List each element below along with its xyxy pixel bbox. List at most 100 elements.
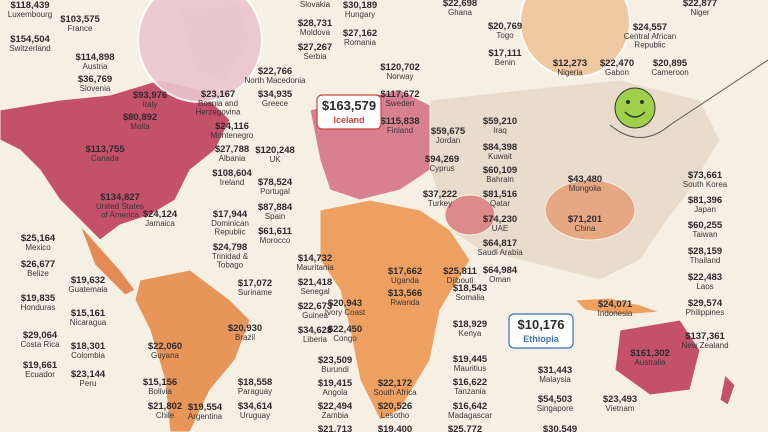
country-name: Nigeria [557,68,583,77]
country-name: Mauritania [296,263,334,272]
country-name: Switzerland [9,44,50,53]
country-value: $23,493 [603,394,637,405]
hand-outline [609,59,768,138]
country-name: Ethiopia [523,334,559,344]
country-name: Central African [624,32,676,41]
country-name: Trinidad & [212,252,249,261]
country-value: $18,301 [71,341,106,352]
asia [429,79,721,281]
country-value: $19,415 [318,378,353,389]
country-value: $37,222 [423,189,457,200]
country-value: $80,892 [123,112,157,123]
country-value: $34,628 [298,325,332,336]
country-name: Australia [634,358,666,367]
country-value: $13,566 [388,288,422,299]
country-name: Canada [91,154,120,163]
country-name: Kenya [459,329,482,338]
country-value: $73,661 [688,170,723,181]
smiley [609,59,768,138]
country-name: Dominican [211,219,249,228]
country-name: Turkey [428,199,452,208]
country-value: $84,398 [483,142,517,153]
country-name: Portugal [260,187,290,196]
country-value: $10,176 [518,317,565,332]
country-name: Thailand [690,256,721,265]
country-value: $19,554 [188,402,223,413]
country-name: Mexico [25,243,51,252]
country-name: Iceland [333,115,364,125]
country-value: $120,248 [255,145,295,156]
country-name: Mongolia [569,184,602,193]
country-value: $25,811 [443,266,478,277]
south-america [134,269,251,432]
country-name: Ireland [220,178,244,187]
country-name: Moldova [300,28,331,37]
africa-inset [519,0,631,78]
country-name: Saudi Arabia [477,248,523,257]
country-name: Uruguay [240,411,270,420]
country-value: $154,504 [10,34,50,45]
country-value: $22,470 [600,58,634,69]
country-value: $24,071 [598,299,633,310]
indonesia [573,297,661,316]
country-name: Congo [333,334,357,343]
country-name: Spain [265,212,285,221]
country-value: $30,189 [343,0,377,11]
country-value: $64,817 [483,238,517,249]
australia [614,319,701,396]
country-value: $17,072 [238,278,272,289]
country-value: $114,898 [75,52,114,63]
country-name: Lesotho [381,411,410,420]
country-value: $20,526 [378,401,412,412]
country-value: $59,675 [431,126,466,137]
country-name: Cyprus [429,164,454,173]
country-name: Somalia [456,293,485,302]
country-name: South Korea [683,180,728,189]
country-name: United States [96,202,144,211]
country-value: $27,788 [215,144,249,155]
country-name: Nicaragua [70,318,107,327]
country-name: Austria [83,62,108,71]
country-value: $31,443 [538,365,572,376]
country-value: $43,480 [568,174,602,185]
country-name: Luxembourg [8,10,52,19]
country-name: Honduras [21,303,56,312]
country-name: Togo [496,31,514,40]
country-value: $23,144 [71,369,106,380]
country-value: $19,400 [378,424,412,432]
country-value: $113,755 [85,144,125,155]
country-name: Finland [387,126,413,135]
country-name: Slovenia [80,84,111,93]
highlight-box [508,313,574,349]
country-value: $23,167 [201,89,235,100]
country-name: Republic [214,228,245,237]
country-value: $21,713 [318,424,352,432]
country-value: $26,677 [21,259,55,270]
country-value: $23,509 [318,355,352,366]
country-value: $25,164 [21,233,56,244]
country-name: Burundi [321,365,349,374]
country-name: Slovakia [300,0,331,9]
country-name: Montenegro [211,131,254,140]
country-name: Tobago [217,261,244,270]
country-name: Mauritius [454,364,486,373]
country-value: $19,445 [453,354,488,365]
country-name: Iraq [493,126,507,135]
highlight-box [316,94,382,130]
country-value: $18,929 [453,319,487,330]
country-name: Malta [130,122,150,131]
country-name: Romania [344,38,377,47]
smiley-eye [626,100,630,104]
country-name: Ghana [448,8,473,17]
country-value: $17,944 [213,209,248,220]
country-name: Madagascar [448,411,492,420]
country-value: $61,611 [258,226,293,237]
country-value: $81,516 [483,189,517,200]
country-value: $137,361 [685,331,725,342]
country-value: $20,930 [228,323,262,334]
country-name: Liberia [303,335,328,344]
country-name: Sweden [386,99,415,108]
country-value: $29,064 [23,330,58,341]
country-value: $28,159 [688,246,722,257]
